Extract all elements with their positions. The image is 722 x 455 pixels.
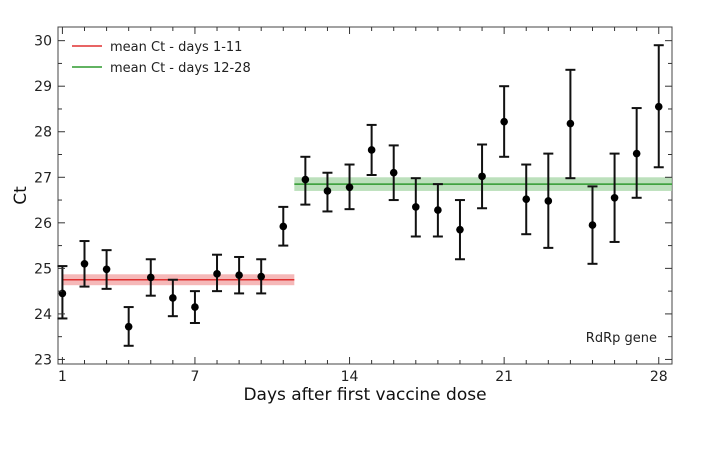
y-tick-label-26: 26 [34, 216, 52, 232]
y-tick-label-23: 23 [34, 352, 52, 368]
mean-marker-day-7 [191, 303, 199, 311]
y-tick-label-30: 30 [34, 34, 52, 50]
plot-area [57, 26, 673, 365]
mean-marker-day-5 [146, 273, 155, 282]
data-point-day-16 [388, 144, 399, 202]
mean-marker-day-23 [544, 197, 553, 205]
mean-marker-day-22 [522, 195, 531, 203]
data-point-day-27 [631, 107, 642, 199]
data-point-day-14 [344, 163, 355, 211]
legend-label-days-1-11: mean Ct - days 1-11 [110, 40, 242, 55]
data-point-day-4 [123, 306, 134, 347]
data-point-day-11 [278, 205, 289, 247]
mean-marker-day-26 [610, 193, 619, 202]
x-tick-label-28: 28 [650, 369, 668, 385]
data-point-day-12 [300, 155, 311, 206]
x-tick-label-7: 7 [190, 369, 199, 385]
data-point-day-15 [366, 123, 377, 177]
data-point-day-22 [521, 163, 532, 236]
mean-marker-day-24 [566, 119, 575, 128]
legend: mean Ct - days 1-11 mean Ct - days 12-28 [72, 40, 251, 76]
mean-marker-day-12 [301, 175, 310, 184]
mean-marker-day-14 [345, 183, 354, 192]
mean-marker-day-13 [323, 187, 332, 195]
x-axis-ticks: 1 7 14 21 28 [58, 27, 668, 385]
y-tick-label-24: 24 [34, 307, 52, 323]
mean-marker-day-25 [588, 221, 597, 229]
data-point-day-25 [587, 185, 598, 265]
mean-marker-day-11 [279, 222, 288, 231]
data-point-day-26 [609, 152, 620, 243]
legend-label-days-12-28: mean Ct - days 12-28 [110, 61, 251, 76]
data-point-day-1 [57, 265, 68, 320]
mean-marker-day-18 [434, 206, 442, 214]
y-tick-label-27: 27 [34, 170, 52, 186]
mean-marker-day-10 [257, 272, 265, 281]
mean-marker-day-19 [456, 225, 464, 234]
data-point-day-23 [543, 152, 554, 249]
data-point-day-9 [234, 255, 245, 295]
mean-marker-day-27 [632, 149, 641, 158]
data-point-day-19 [454, 199, 465, 261]
data-point-day-17 [410, 177, 421, 238]
y-axis-ticks: 23 24 25 26 27 28 29 30 [34, 34, 672, 368]
mean-marker-day-2 [80, 260, 89, 268]
reference-bands [62, 177, 672, 286]
mean-marker-day-16 [389, 168, 398, 177]
data-point-day-13 [322, 171, 333, 213]
y-axis-title: Ct [11, 186, 31, 205]
data-point-day-20 [477, 143, 488, 210]
error-bars [57, 44, 664, 347]
data-point-day-21 [499, 85, 510, 158]
mean-marker-day-20 [478, 172, 486, 181]
y-tick-label-29: 29 [34, 79, 52, 95]
mean-marker-day-21 [500, 117, 508, 126]
mean-marker-day-17 [411, 203, 420, 211]
mean-marker-day-8 [213, 270, 221, 278]
data-point-day-2 [79, 240, 90, 288]
x-tick-label-1: 1 [58, 369, 67, 385]
y-tick-label-28: 28 [34, 125, 52, 141]
mean-marker-day-6 [169, 294, 177, 302]
data-point-day-7 [189, 290, 200, 325]
mean-marker-day-15 [367, 146, 376, 154]
x-axis-title: Days after first vaccine dose [243, 385, 486, 405]
data-point-day-10 [256, 258, 267, 295]
data-point-day-6 [167, 278, 178, 318]
x-tick-label-14: 14 [341, 369, 359, 385]
data-point-day-18 [432, 183, 443, 238]
data-point-day-3 [101, 249, 112, 290]
y-tick-label-25: 25 [34, 261, 52, 277]
x-tick-label-21: 21 [495, 369, 513, 385]
data-point-day-8 [212, 253, 223, 293]
mean-marker-day-4 [124, 322, 133, 331]
data-point-day-28 [653, 44, 664, 169]
mean-marker-day-3 [102, 265, 111, 274]
data-point-day-5 [145, 258, 156, 297]
mean-marker-day-9 [235, 271, 243, 279]
gene-annotation: RdRp gene [586, 331, 657, 346]
mean-marker-day-28 [654, 102, 663, 111]
data-point-day-24 [565, 68, 576, 180]
